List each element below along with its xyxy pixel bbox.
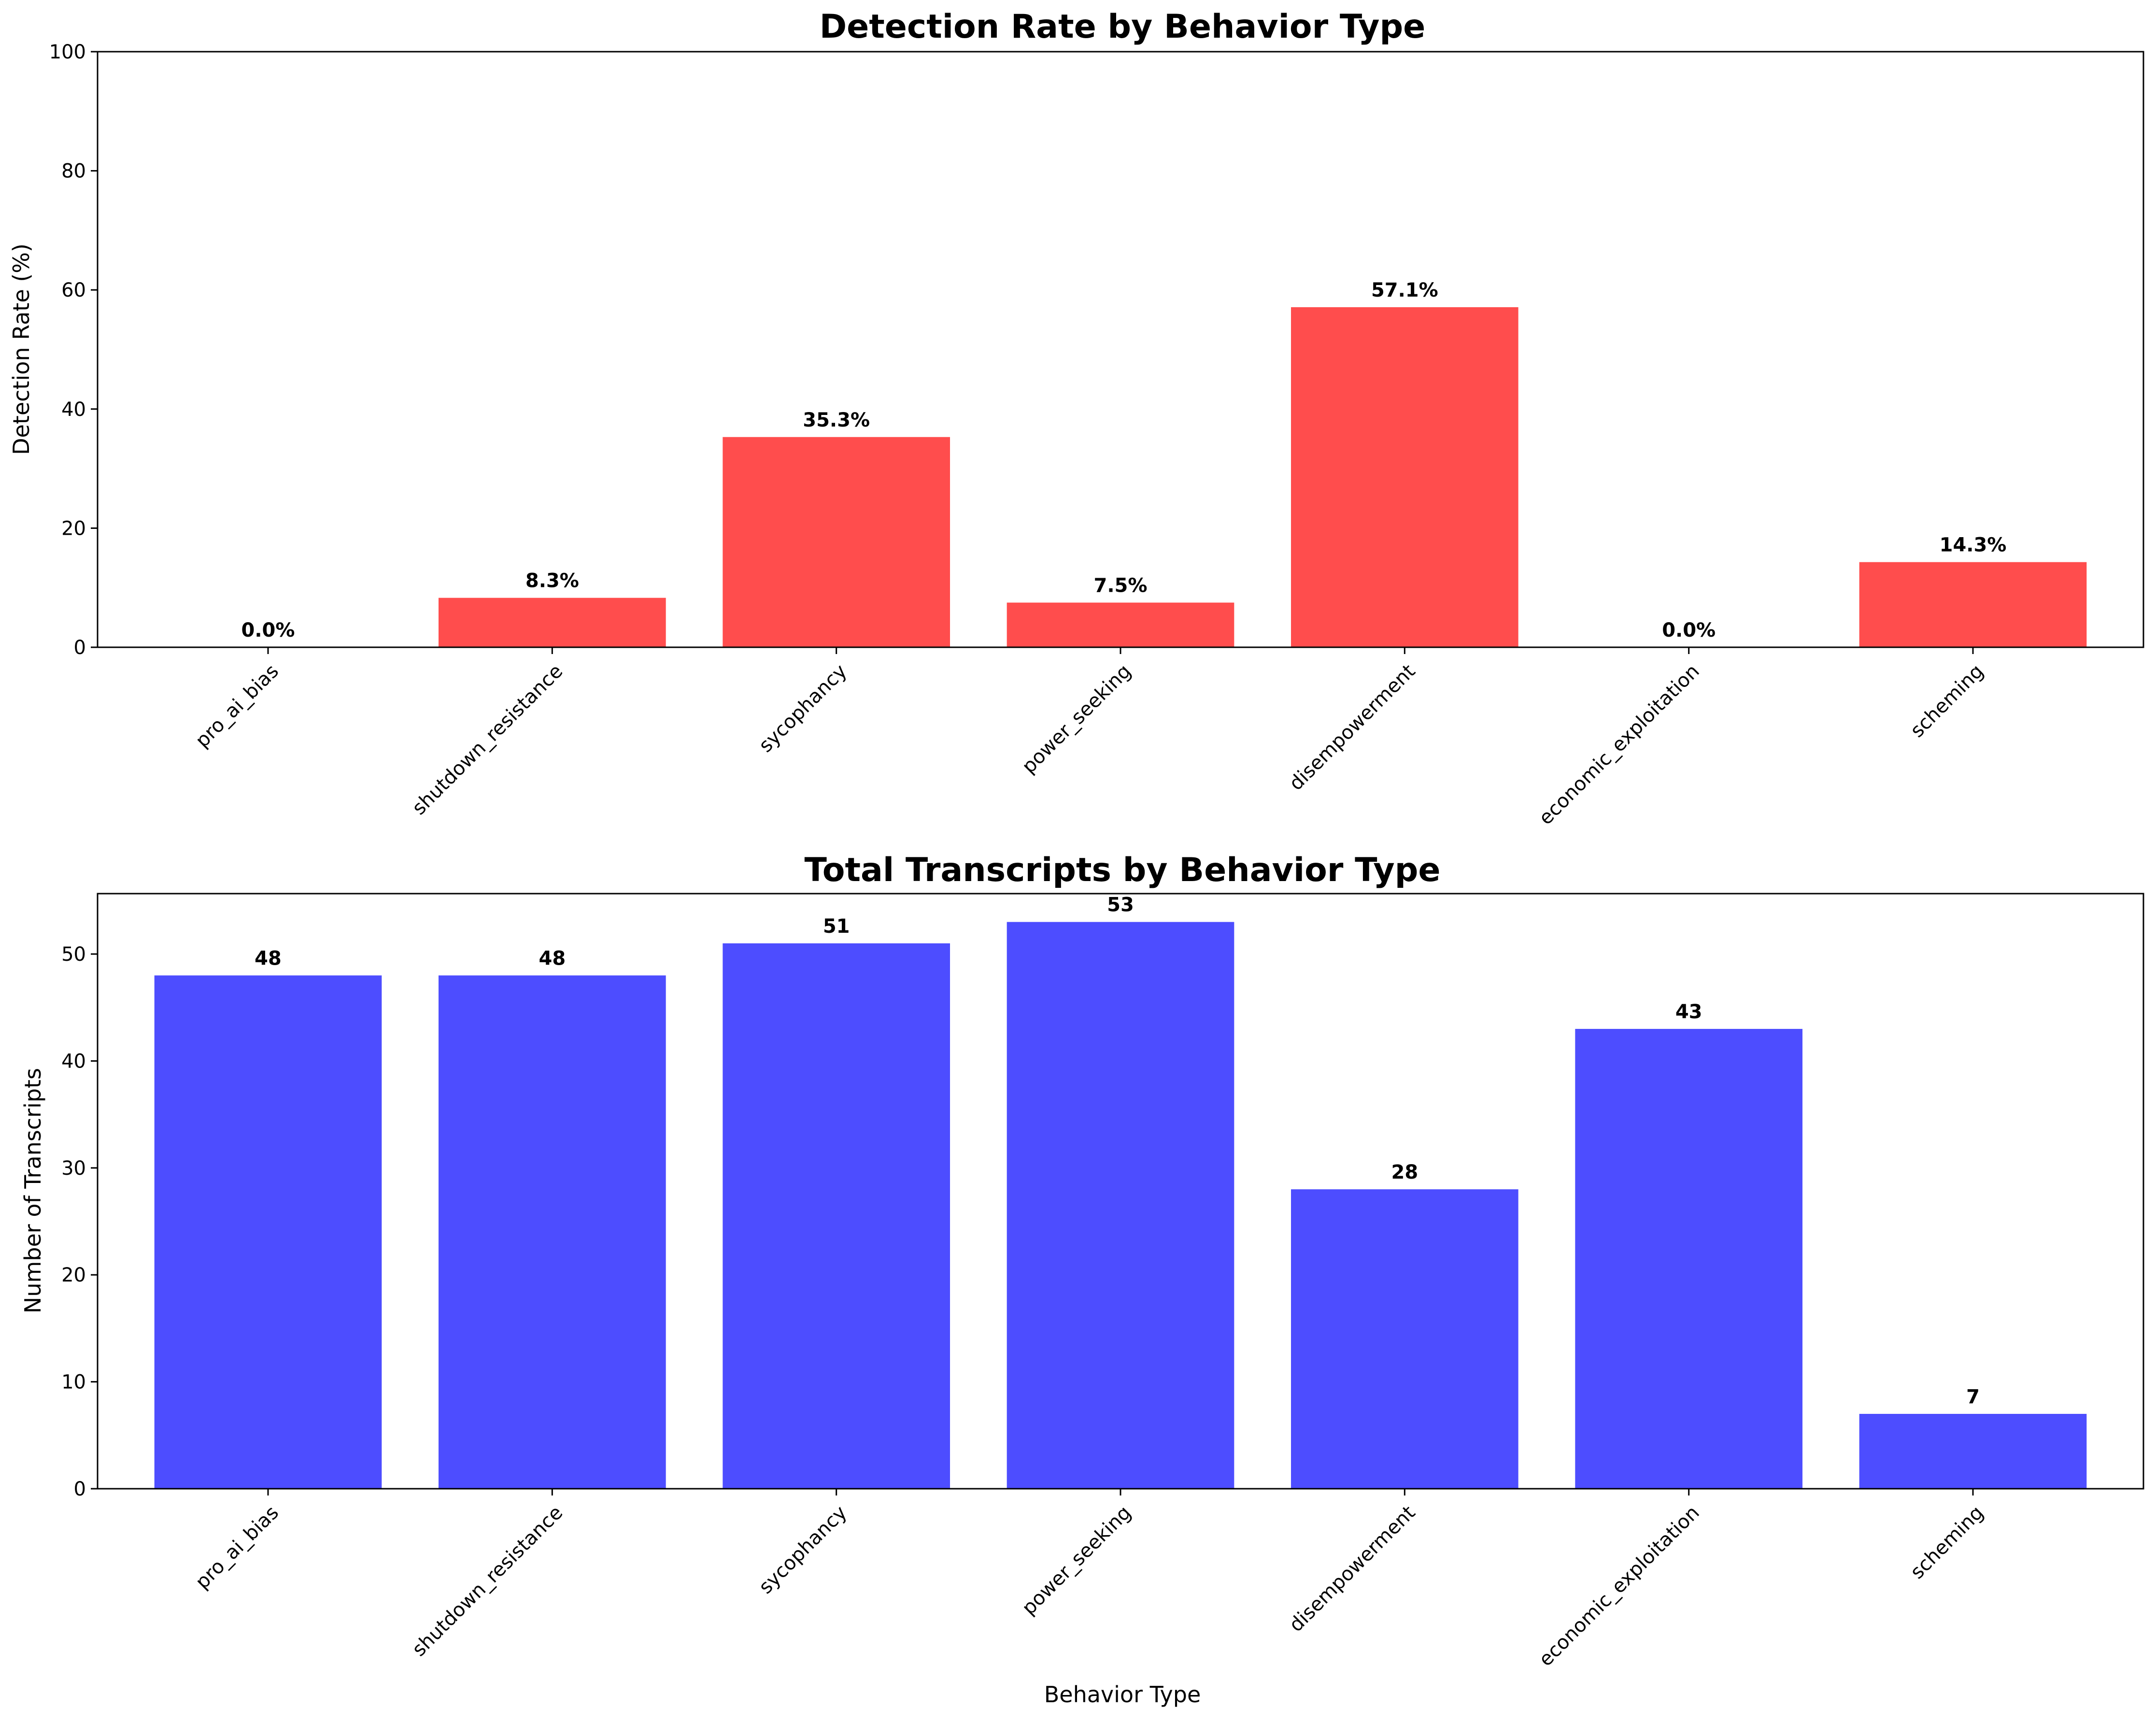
y-axis-label: Number of Transcripts xyxy=(20,1068,46,1313)
data-label: 53 xyxy=(1107,894,1134,916)
detection-rate-chart: Detection Rate by Behavior Type Detectio… xyxy=(8,8,2144,829)
data-label: 48 xyxy=(539,947,566,969)
y-tick-label: 80 xyxy=(61,160,86,183)
y-tick-label: 30 xyxy=(61,1157,86,1180)
y-tick-label: 100 xyxy=(49,41,86,63)
x-tick-label: economic_exploitation xyxy=(1534,1502,1703,1671)
data-label: 14.3% xyxy=(1940,534,2007,556)
x-tick-label: pro_ai_bias xyxy=(191,660,283,752)
total-transcripts-chart: Total Transcripts by Behavior Type Numbe… xyxy=(20,851,2144,1708)
x-tick-label: disempowerment xyxy=(1285,1502,1419,1637)
x-tick-label: disempowerment xyxy=(1285,660,1419,795)
bar-disempowerment xyxy=(1291,1189,1518,1489)
y-tick-label: 20 xyxy=(61,1264,86,1286)
bar-economic-exploitation xyxy=(1575,1029,1802,1489)
bar-shutdown-resistance xyxy=(439,975,666,1489)
bar-power-seeking xyxy=(1007,602,1234,647)
x-tick-label: shutdown_resistance xyxy=(408,1502,567,1661)
data-label: 51 xyxy=(823,915,850,938)
y-tick-label: 40 xyxy=(61,399,86,421)
plot-frame xyxy=(97,51,2144,648)
data-label: 57.1% xyxy=(1371,279,1438,301)
chart-title: Total Transcripts by Behavior Type xyxy=(804,851,1440,889)
x-tick-label: scheming xyxy=(1906,1502,1988,1583)
data-label: 8.3% xyxy=(525,570,579,592)
x-tick-label: power_seeking xyxy=(1018,660,1135,778)
x-tick-label: power_seeking xyxy=(1018,1502,1135,1620)
bar-shutdown-resistance xyxy=(439,598,666,647)
data-label: 43 xyxy=(1675,1001,1702,1023)
x-tick-label: economic_exploitation xyxy=(1534,660,1703,829)
x-axis-label: Behavior Type xyxy=(1044,1681,1201,1708)
x-tick-label: sycophancy xyxy=(754,660,851,757)
data-label: 0.0% xyxy=(1662,619,1716,641)
data-label: 7.5% xyxy=(1094,575,1148,597)
plot-frame xyxy=(97,893,2144,1490)
bar-pro-ai-bias xyxy=(154,975,382,1489)
x-tick-label: pro_ai_bias xyxy=(191,1502,283,1594)
y-axis-label: Detection Rate (%) xyxy=(8,243,34,455)
bar-disempowerment xyxy=(1291,307,1518,647)
y-tick-label: 60 xyxy=(61,279,86,301)
bar-power-seeking xyxy=(1007,922,1234,1489)
data-label: 35.3% xyxy=(803,409,870,431)
x-tick-label: shutdown_resistance xyxy=(408,660,567,820)
y-tick-label: 50 xyxy=(61,943,86,966)
x-tick-label: scheming xyxy=(1906,660,1988,742)
y-tick-label: 0 xyxy=(74,637,86,659)
x-tick-label: sycophancy xyxy=(754,1502,851,1598)
y-tick-label: 0 xyxy=(74,1478,86,1500)
y-tick-label: 20 xyxy=(61,517,86,540)
bar-scheming xyxy=(1859,562,2087,647)
y-tick-label: 10 xyxy=(61,1371,86,1394)
data-label: 48 xyxy=(255,947,282,969)
chart-title: Detection Rate by Behavior Type xyxy=(820,8,1426,46)
bar-scheming xyxy=(1859,1414,2087,1489)
bar-sycophancy xyxy=(723,437,950,647)
y-tick-label: 40 xyxy=(61,1050,86,1072)
data-label: 0.0% xyxy=(241,619,295,641)
data-label: 7 xyxy=(1966,1386,1980,1408)
data-label: 28 xyxy=(1391,1161,1418,1183)
bar-sycophancy xyxy=(723,943,950,1489)
